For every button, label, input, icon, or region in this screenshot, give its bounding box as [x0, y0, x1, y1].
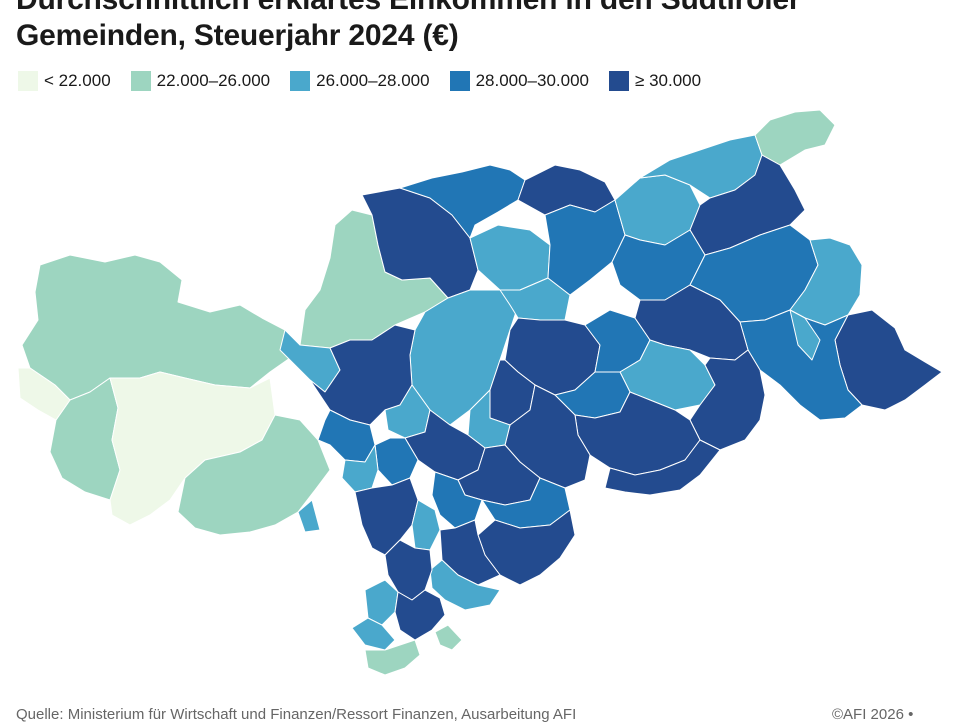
region-kaltern[interactable]	[411, 499, 441, 551]
region-seis[interactable]	[604, 439, 721, 496]
legend-item-lt22000: < 22.000	[18, 71, 111, 91]
region-west-edge[interactable]	[17, 367, 71, 421]
legend-label: < 22.000	[44, 71, 111, 90]
legend-item-28000-30000: 28.000–30.000	[449, 71, 590, 91]
legend-item-22000-26000: 22.000–26.000	[130, 71, 271, 91]
region-wipptal[interactable]	[544, 199, 626, 296]
legend: < 22.000 22.000–26.000 26.000–28.000 28.…	[18, 70, 721, 92]
region-bozen[interactable]	[374, 437, 419, 486]
legend-swatch	[449, 71, 470, 91]
copyright: ©AFI 2026 •	[832, 706, 914, 723]
title-line-2: Gemeinden, Steuerjahr 2024 (€)	[16, 19, 459, 52]
title-line-1: Durchschnittlich erklärtes Einkommen in …	[16, 0, 946, 18]
source-note: Quelle: Ministerium für Wirtschaft und F…	[16, 706, 577, 723]
choropleth-map	[17, 109, 943, 676]
legend-label: 26.000–28.000	[316, 71, 430, 90]
region-ulten[interactable]	[177, 414, 331, 536]
legend-label: ≥ 30.000	[635, 71, 702, 90]
region-lana-west[interactable]	[297, 499, 321, 533]
legend-label: 28.000–30.000	[475, 71, 590, 90]
chart-title: Durchschnittlich erklärtes Einkommen in …	[16, 0, 946, 54]
legend-label: 22.000–26.000	[156, 71, 271, 90]
legend-swatch	[18, 71, 38, 91]
region-eppan[interactable]	[354, 477, 419, 556]
region-kurtatsch[interactable]	[364, 579, 399, 626]
region-truden[interactable]	[434, 624, 463, 651]
region-kurtinig[interactable]	[364, 639, 421, 676]
legend-item-gte30000: ≥ 30.000	[609, 71, 701, 91]
region-salurn[interactable]	[351, 617, 396, 651]
region-neumarkt[interactable]	[394, 589, 446, 641]
legend-swatch	[609, 71, 630, 91]
region-gsies[interactable]	[789, 309, 821, 361]
legend-item-26000-28000: 26.000–28.000	[290, 71, 430, 91]
region-sterzing[interactable]	[469, 224, 551, 291]
region-tramin[interactable]	[384, 539, 433, 601]
region-prettau[interactable]	[754, 109, 836, 166]
region-aldein[interactable]	[429, 559, 501, 611]
region-terlan[interactable]	[341, 444, 379, 493]
region-hochabtei[interactable]	[689, 349, 766, 451]
legend-swatch	[130, 71, 151, 91]
legend-swatch	[290, 71, 311, 91]
